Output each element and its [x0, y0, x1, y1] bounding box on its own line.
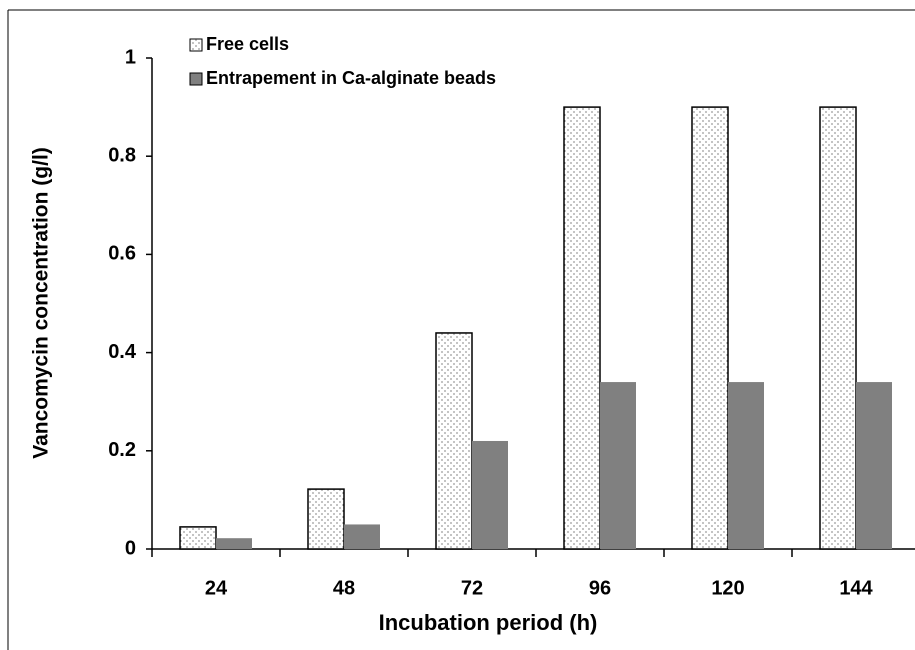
bar: [216, 538, 252, 549]
bar: [600, 382, 636, 549]
bar: [691, 106, 729, 550]
bar: [435, 332, 473, 550]
bar: [472, 440, 508, 549]
legend-swatch: [189, 38, 203, 52]
legend-swatch: [189, 72, 203, 86]
y-axis-label: Vancomycin concentration (g/l): [30, 147, 53, 459]
y-tick-label: 0.4: [108, 341, 137, 363]
bar: [563, 106, 601, 550]
x-tick-label: 48: [333, 577, 355, 599]
x-tick-label: 96: [589, 577, 611, 599]
x-tick-label: 24: [205, 577, 228, 599]
y-tick-label: 0: [125, 537, 136, 559]
x-tick-label: 144: [839, 577, 873, 599]
bar: [307, 488, 345, 550]
bar: [344, 524, 380, 549]
bar: [728, 382, 764, 549]
x-tick-label: 120: [711, 577, 744, 599]
legend-label: Entrapement in Ca-alginate beads: [206, 68, 496, 88]
x-tick-label: 72: [461, 577, 483, 599]
y-tick-label: 0.6: [108, 243, 136, 265]
legend-label: Free cells: [206, 34, 289, 54]
y-tick-label: 0.2: [108, 439, 136, 461]
x-axis-label: Incubation period (h): [379, 610, 598, 635]
bar: [856, 382, 892, 549]
bar: [179, 526, 217, 550]
y-tick-label: 1: [125, 46, 136, 68]
y-tick-label: 0.8: [108, 144, 136, 166]
bar: [819, 106, 857, 550]
